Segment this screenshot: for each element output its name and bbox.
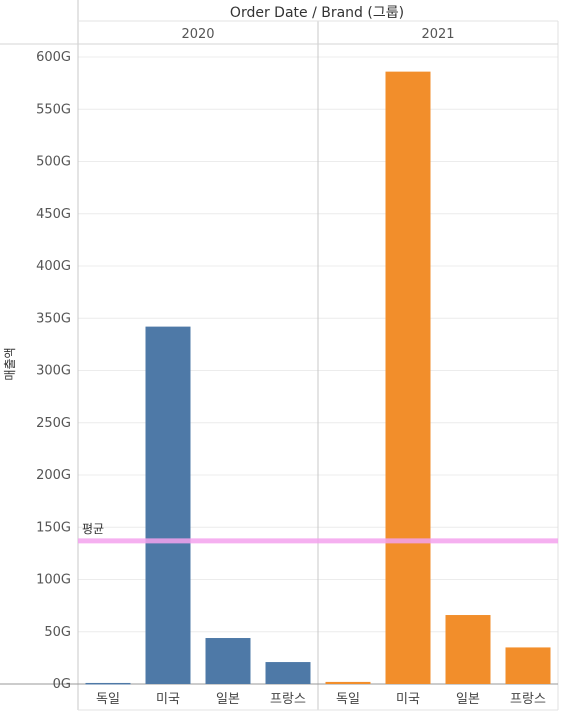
x-tick-label: 프랑스 xyxy=(270,692,306,707)
panel-header: 2021 xyxy=(421,27,454,42)
y-tick-label: 100G xyxy=(36,573,71,588)
x-tick-label: 일본 xyxy=(216,692,240,707)
bar xyxy=(145,326,191,684)
y-tick-label: 150G xyxy=(36,520,71,535)
bar xyxy=(205,638,251,684)
bar xyxy=(265,662,311,684)
y-tick-label: 450G xyxy=(36,207,71,222)
y-tick-label: 200G xyxy=(36,468,71,483)
average-reference-label: 평균 xyxy=(82,522,104,536)
bar xyxy=(445,615,491,684)
bar xyxy=(325,681,371,684)
x-tick-label: 일본 xyxy=(456,692,480,707)
y-axis-title: 매출액 xyxy=(3,347,17,380)
y-tick-label: 400G xyxy=(36,259,71,274)
x-tick-label: 독일 xyxy=(336,692,360,707)
x-tick-label: 독일 xyxy=(96,692,120,707)
axis-layer: 0G 50G 100G 150G 200G 250G 300G 350G 400G 450G 500… xyxy=(36,27,546,707)
bar xyxy=(85,682,131,685)
y-tick-label: 250G xyxy=(36,416,71,431)
y-tick-label: 300G xyxy=(36,364,71,379)
y-tick-label: 500G xyxy=(36,155,71,170)
frame-layer xyxy=(0,0,559,711)
y-tick-label: 0G xyxy=(53,677,71,692)
x-tick-label: 프랑스 xyxy=(510,692,546,707)
panel-header: 2020 xyxy=(181,27,214,42)
y-tick-label: 600G xyxy=(36,50,71,65)
bar xyxy=(505,647,551,684)
y-tick-label: 350G xyxy=(36,311,71,326)
y-tick-label: 50G xyxy=(44,625,71,640)
bar xyxy=(385,71,431,684)
y-tick-label: 550G xyxy=(36,102,71,117)
x-tick-label: 미국 xyxy=(156,692,180,707)
bar-layer xyxy=(85,71,551,685)
chart-title: Order Date / Brand (그룹) xyxy=(230,5,404,21)
x-tick-label: 미국 xyxy=(396,692,420,707)
reference-line-layer: 평균 xyxy=(78,522,558,544)
